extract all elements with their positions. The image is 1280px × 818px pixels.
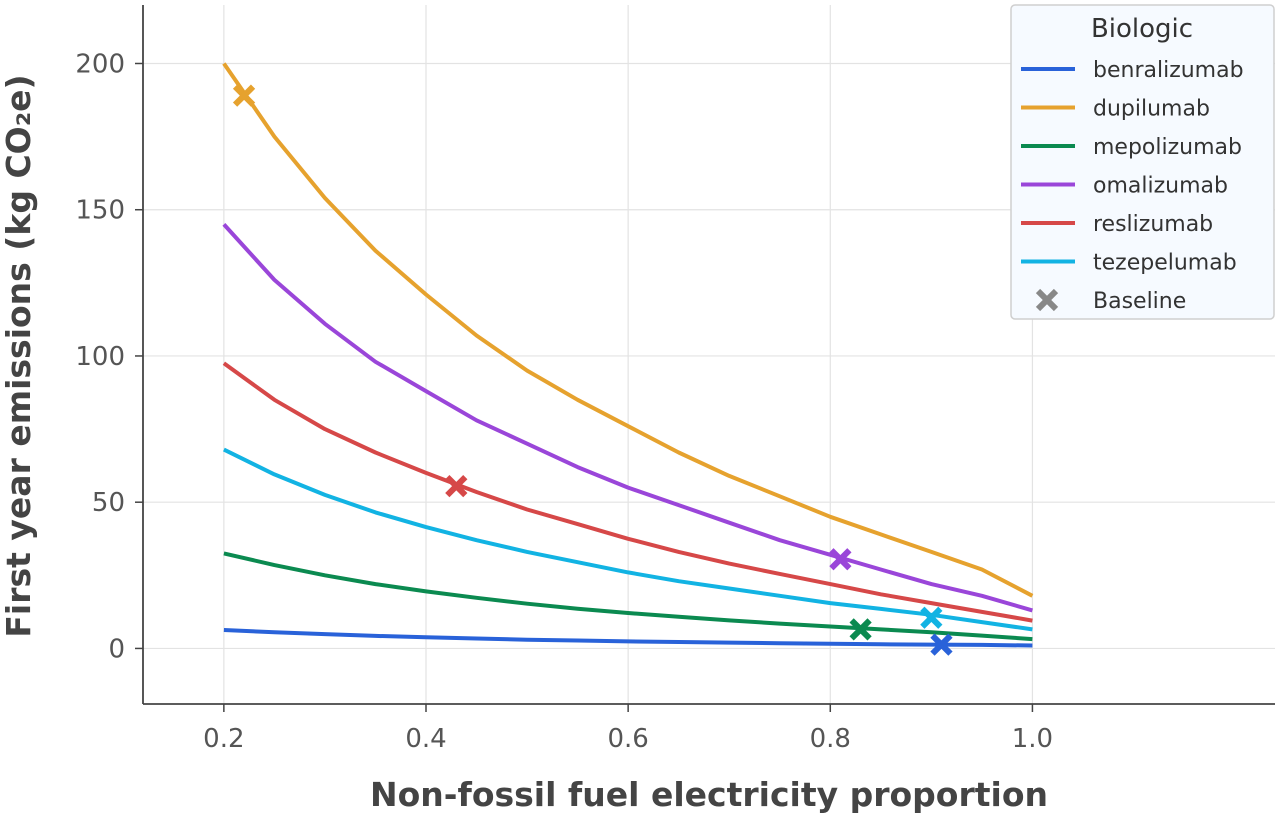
legend-label: Baseline xyxy=(1093,289,1186,314)
series-line-omalizumab xyxy=(222,223,1033,613)
series-line-tezepelumab xyxy=(223,447,1033,632)
baseline-marker-reslizumab xyxy=(445,474,468,498)
baseline-marker-tezepelumab xyxy=(920,606,943,629)
legend-entry-dupilumab: dupilumab xyxy=(1021,97,1210,122)
legend-label: benralizumab xyxy=(1093,58,1244,83)
x-tick-label: 0.6 xyxy=(607,724,648,754)
legend-entry-baseline: Baseline xyxy=(1035,288,1186,314)
y-tick-label: 200 xyxy=(75,49,125,79)
legend-entries: benralizumab dupilumab mepolizumab omalizum… xyxy=(1021,58,1244,314)
y-tick-label: 0 xyxy=(108,634,125,664)
legend-baseline-marker xyxy=(1035,288,1059,312)
baseline-marker-dupilumab xyxy=(232,84,256,107)
legend: Biologic benralizumab dupilumab mepolizuma… xyxy=(1010,4,1275,320)
legend-label: omalizumab xyxy=(1093,174,1228,199)
x-tick-label: 1.0 xyxy=(1012,724,1053,754)
baseline-marker-mepolizumab xyxy=(849,618,872,641)
series-lines xyxy=(222,62,1034,648)
series-line-mepolizumab xyxy=(223,551,1033,642)
legend-entry-benralizumab: benralizumab xyxy=(1021,58,1244,83)
legend-label: reslizumab xyxy=(1093,212,1213,237)
x-axis-label: Non-fossil fuel electricity proportion xyxy=(370,775,1048,814)
legend-label: mepolizumab xyxy=(1093,135,1242,160)
x-tick-label: 0.8 xyxy=(810,724,851,754)
baseline-markers xyxy=(232,84,953,656)
legend-label: tezepelumab xyxy=(1093,251,1237,276)
y-tick-label: 150 xyxy=(75,196,125,226)
baseline-marker-omalizumab xyxy=(829,548,852,571)
legend-label: dupilumab xyxy=(1093,97,1210,122)
legend-entry-reslizumab: reslizumab xyxy=(1021,212,1213,237)
x-tick-label: 0.2 xyxy=(203,724,244,754)
y-tick-labels: 0 50 100 150 200 xyxy=(75,49,125,664)
series-line-benralizumab xyxy=(223,628,1033,648)
legend-box xyxy=(1010,4,1275,320)
x-tick-label: 0.4 xyxy=(405,724,446,754)
baseline-marker-benralizumab xyxy=(930,633,953,656)
y-axis-label: First year emissions (kg CO₂e) xyxy=(0,74,38,637)
legend-entry-tezepelumab: tezepelumab xyxy=(1021,251,1237,276)
legend-title: Biologic xyxy=(1091,14,1193,44)
x-tick-labels: 0.2 0.4 0.6 0.8 1.0 xyxy=(203,724,1053,754)
y-tick-label: 100 xyxy=(75,342,125,372)
series-line-reslizumab xyxy=(222,361,1033,623)
series-line-dupilumab xyxy=(222,62,1034,598)
legend-entry-mepolizumab: mepolizumab xyxy=(1021,135,1242,160)
legend-entry-omalizumab: omalizumab xyxy=(1021,174,1228,199)
axes xyxy=(135,5,1275,712)
y-tick-label: 50 xyxy=(92,488,125,518)
